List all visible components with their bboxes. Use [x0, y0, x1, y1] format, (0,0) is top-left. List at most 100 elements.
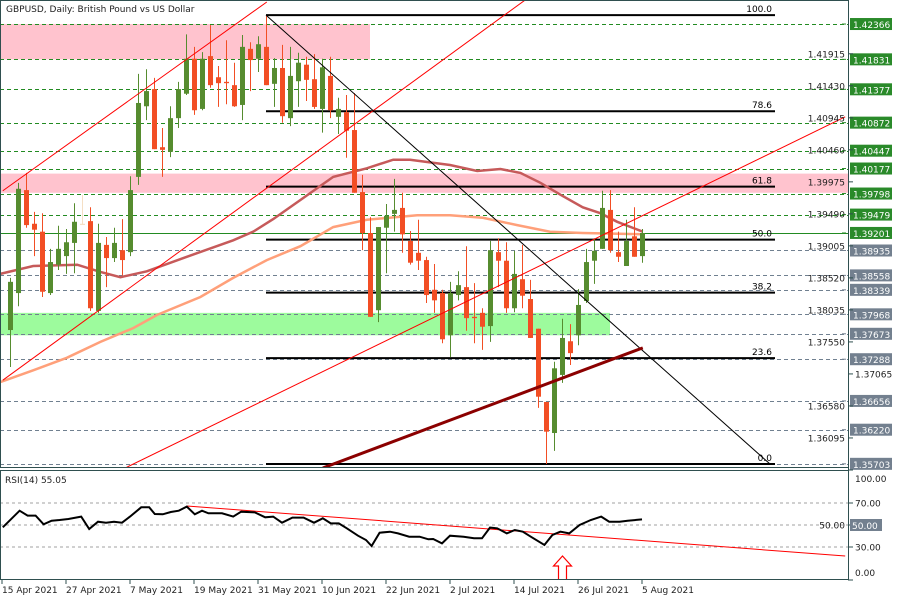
candle	[440, 289, 445, 344]
candle	[264, 15, 269, 86]
candle-body	[104, 244, 109, 259]
candle-body	[584, 262, 589, 301]
candle	[400, 192, 405, 253]
rsi-value-label: 50.00	[852, 522, 878, 532]
price-label: 1.38935	[853, 247, 890, 257]
fib-level-label: 61.8	[752, 177, 772, 187]
price-axis-tick-label: 1.36095	[808, 434, 845, 444]
candle-body	[520, 279, 525, 296]
trendline[interactable]	[125, 116, 846, 468]
candle-body	[328, 75, 333, 111]
candle-body	[64, 242, 69, 257]
candle-body	[560, 337, 565, 375]
price-label-box	[850, 83, 892, 96]
candle	[200, 52, 205, 111]
candle	[280, 44, 285, 123]
price-axis-tick-label: 1.40945	[808, 114, 845, 124]
candle-body	[24, 190, 29, 226]
candle-body	[288, 75, 293, 119]
price-label: 1.41831	[853, 56, 890, 66]
price-levels-layer	[1, 24, 848, 465]
price-label-box	[850, 327, 892, 340]
candle	[336, 97, 341, 134]
trendline[interactable]	[2, 1, 268, 192]
candle	[112, 227, 117, 263]
candle	[24, 172, 29, 228]
candle	[320, 58, 325, 133]
trendlines-layer[interactable]	[2, 0, 846, 468]
price-axis-tick-label: 1.41430	[808, 82, 845, 92]
candle-body	[616, 252, 621, 257]
price-label: 1.39201	[853, 230, 890, 240]
candle	[224, 40, 229, 105]
price-label-box	[850, 244, 892, 257]
price-label: 1.42366	[853, 21, 890, 31]
trendline[interactable]	[322, 346, 644, 468]
time-axis-label: 19 May 2021	[194, 586, 253, 596]
candle	[496, 238, 501, 288]
candle-body	[184, 58, 189, 94]
candle-body	[424, 260, 429, 296]
candle	[376, 227, 381, 323]
candle	[120, 219, 125, 276]
candle-body	[592, 250, 597, 261]
rsi-panel	[1, 502, 848, 579]
price-label-box	[850, 457, 892, 470]
up-arrow-icon	[552, 555, 573, 579]
candle-body	[576, 304, 581, 336]
time-axis-label: 31 May 2021	[258, 586, 317, 596]
candle-body	[168, 118, 173, 152]
candle-body	[16, 188, 21, 294]
trendline[interactable]	[2, 0, 525, 381]
candle	[80, 194, 85, 225]
candle	[360, 174, 365, 251]
price-label: 1.38558	[853, 272, 890, 282]
candle	[88, 207, 93, 311]
candle	[584, 248, 589, 303]
fib-level-label: 50.0	[752, 230, 772, 240]
price-axis[interactable]: 1.42366 1.41831 1.41377 1.40872 1.40447 1.401…	[808, 0, 892, 581]
price-label: 1.37288	[853, 356, 890, 366]
candle	[552, 361, 557, 451]
zone-rectangle[interactable]	[0, 24, 370, 60]
rsi-plot	[1, 502, 848, 579]
time-axis[interactable]: 15 Apr 2021 27 Apr 2021 7 May 2021 19 May 2…	[1, 580, 694, 596]
price-label-box	[850, 116, 892, 129]
candle-body	[120, 250, 125, 261]
zone-rectangle[interactable]	[0, 173, 858, 193]
candle-body	[8, 281, 13, 331]
candle	[144, 69, 149, 121]
price-label: 1.38339	[853, 287, 890, 297]
time-axis-label: 27 Apr 2021	[66, 586, 122, 596]
price-axis-tick-label: 1.40460	[808, 146, 845, 156]
price-label: 1.41377	[853, 86, 890, 96]
candle	[184, 34, 189, 96]
candle	[104, 236, 109, 288]
candle	[448, 281, 453, 358]
candle	[384, 203, 389, 274]
price-axis-tick-label: 1.39005	[808, 242, 845, 252]
candle-body	[536, 328, 541, 397]
candle-body	[96, 242, 101, 311]
trendline[interactable]	[265, 14, 771, 465]
candle-body	[80, 223, 85, 225]
rsi-axis-label: 50.00	[819, 522, 845, 532]
moving-average-line	[1, 158, 644, 279]
candle-body	[88, 221, 93, 309]
candle-body	[496, 252, 501, 261]
price-label: 1.37673	[853, 331, 890, 341]
candle	[272, 58, 277, 107]
fib-level-label: 38.2	[752, 283, 772, 293]
candle-body	[632, 236, 637, 257]
candle	[256, 36, 261, 72]
candle	[288, 46, 293, 127]
candle-body	[456, 285, 461, 296]
candle	[392, 178, 397, 232]
candle-body	[384, 215, 389, 228]
price-label-box	[850, 308, 892, 321]
candle-body	[408, 240, 413, 263]
candle	[232, 62, 237, 107]
candle-body	[400, 207, 405, 235]
candle-body	[440, 293, 445, 340]
